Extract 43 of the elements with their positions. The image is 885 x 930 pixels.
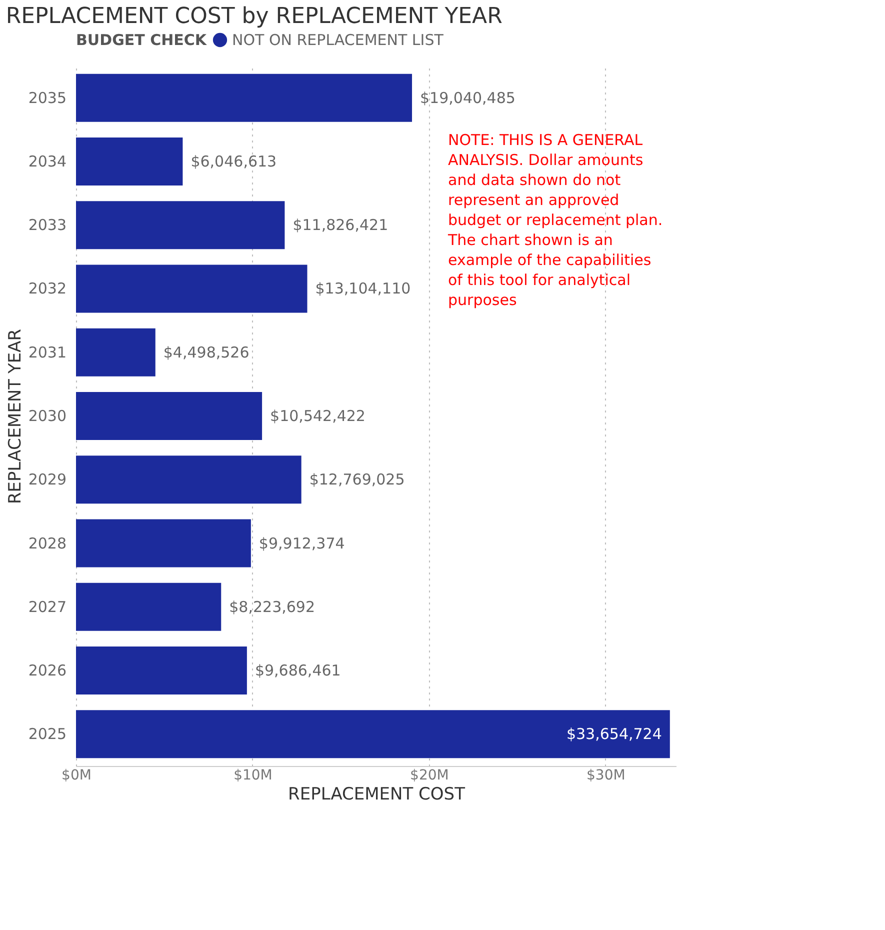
bar [76, 74, 412, 122]
y-tick-label: 2035 [28, 88, 66, 107]
bar [76, 456, 302, 504]
y-tick-label: 2028 [28, 534, 66, 552]
bar [76, 201, 285, 250]
legend-title: BUDGET CHECK [76, 31, 208, 49]
bar [76, 328, 156, 376]
bar [76, 519, 251, 568]
text: NOTE: THIS IS A GENERAL ANALYSIS. Dollar amounts and data shown do not represent an approved budget or replacement plan. The chart shown is an example of the capabilities of this tool for analytical purposes [448, 130, 663, 309]
data-label: $8,223,692 [229, 598, 316, 616]
bar [76, 392, 262, 440]
y-tick-label: 2026 [28, 662, 66, 680]
data-label: $19,040,485 [420, 88, 516, 107]
bar [76, 137, 183, 186]
data-label: $9,686,461 [254, 662, 341, 680]
x-tick-label: $10M [234, 768, 272, 784]
data-label: $6,046,613 [190, 152, 277, 170]
y-tick-label: 2027 [28, 598, 66, 616]
data-label: $4,498,526 [163, 343, 250, 362]
y-tick-label: 2033 [28, 216, 66, 234]
x-axis-title: REPLACEMENT COST [288, 784, 466, 804]
data-label: $10,542,422 [270, 407, 366, 425]
data-label: $9,912,374 [258, 534, 345, 552]
chart-title: REPLACEMENT COST by REPLACEMENT YEAR [6, 4, 502, 29]
bar [76, 646, 247, 695]
bar [76, 710, 670, 758]
data-label: $12,769,025 [309, 470, 405, 489]
data-label: $13,104,110 [315, 280, 411, 298]
y-axis-title: REPLACEMENT YEAR [5, 328, 26, 504]
x-tick-label: $0M [62, 768, 92, 784]
y-tick-label: 2031 [28, 343, 66, 362]
bar [76, 264, 308, 313]
y-tick-label: 2032 [28, 280, 66, 298]
y-tick-label: 2025 [28, 725, 66, 744]
y-tick-label: 2034 [28, 152, 66, 170]
legend-label: NOT ON REPLACEMENT LIST [232, 31, 444, 49]
data-label: $33,654,724 [566, 725, 662, 744]
y-tick-label: 2030 [28, 407, 66, 425]
y-tick-label: 2029 [28, 470, 66, 489]
bar [76, 582, 222, 631]
x-tick-label: $30M [586, 768, 626, 784]
x-tick-label: $20M [410, 768, 449, 784]
data-label: $11,826,421 [292, 216, 388, 234]
